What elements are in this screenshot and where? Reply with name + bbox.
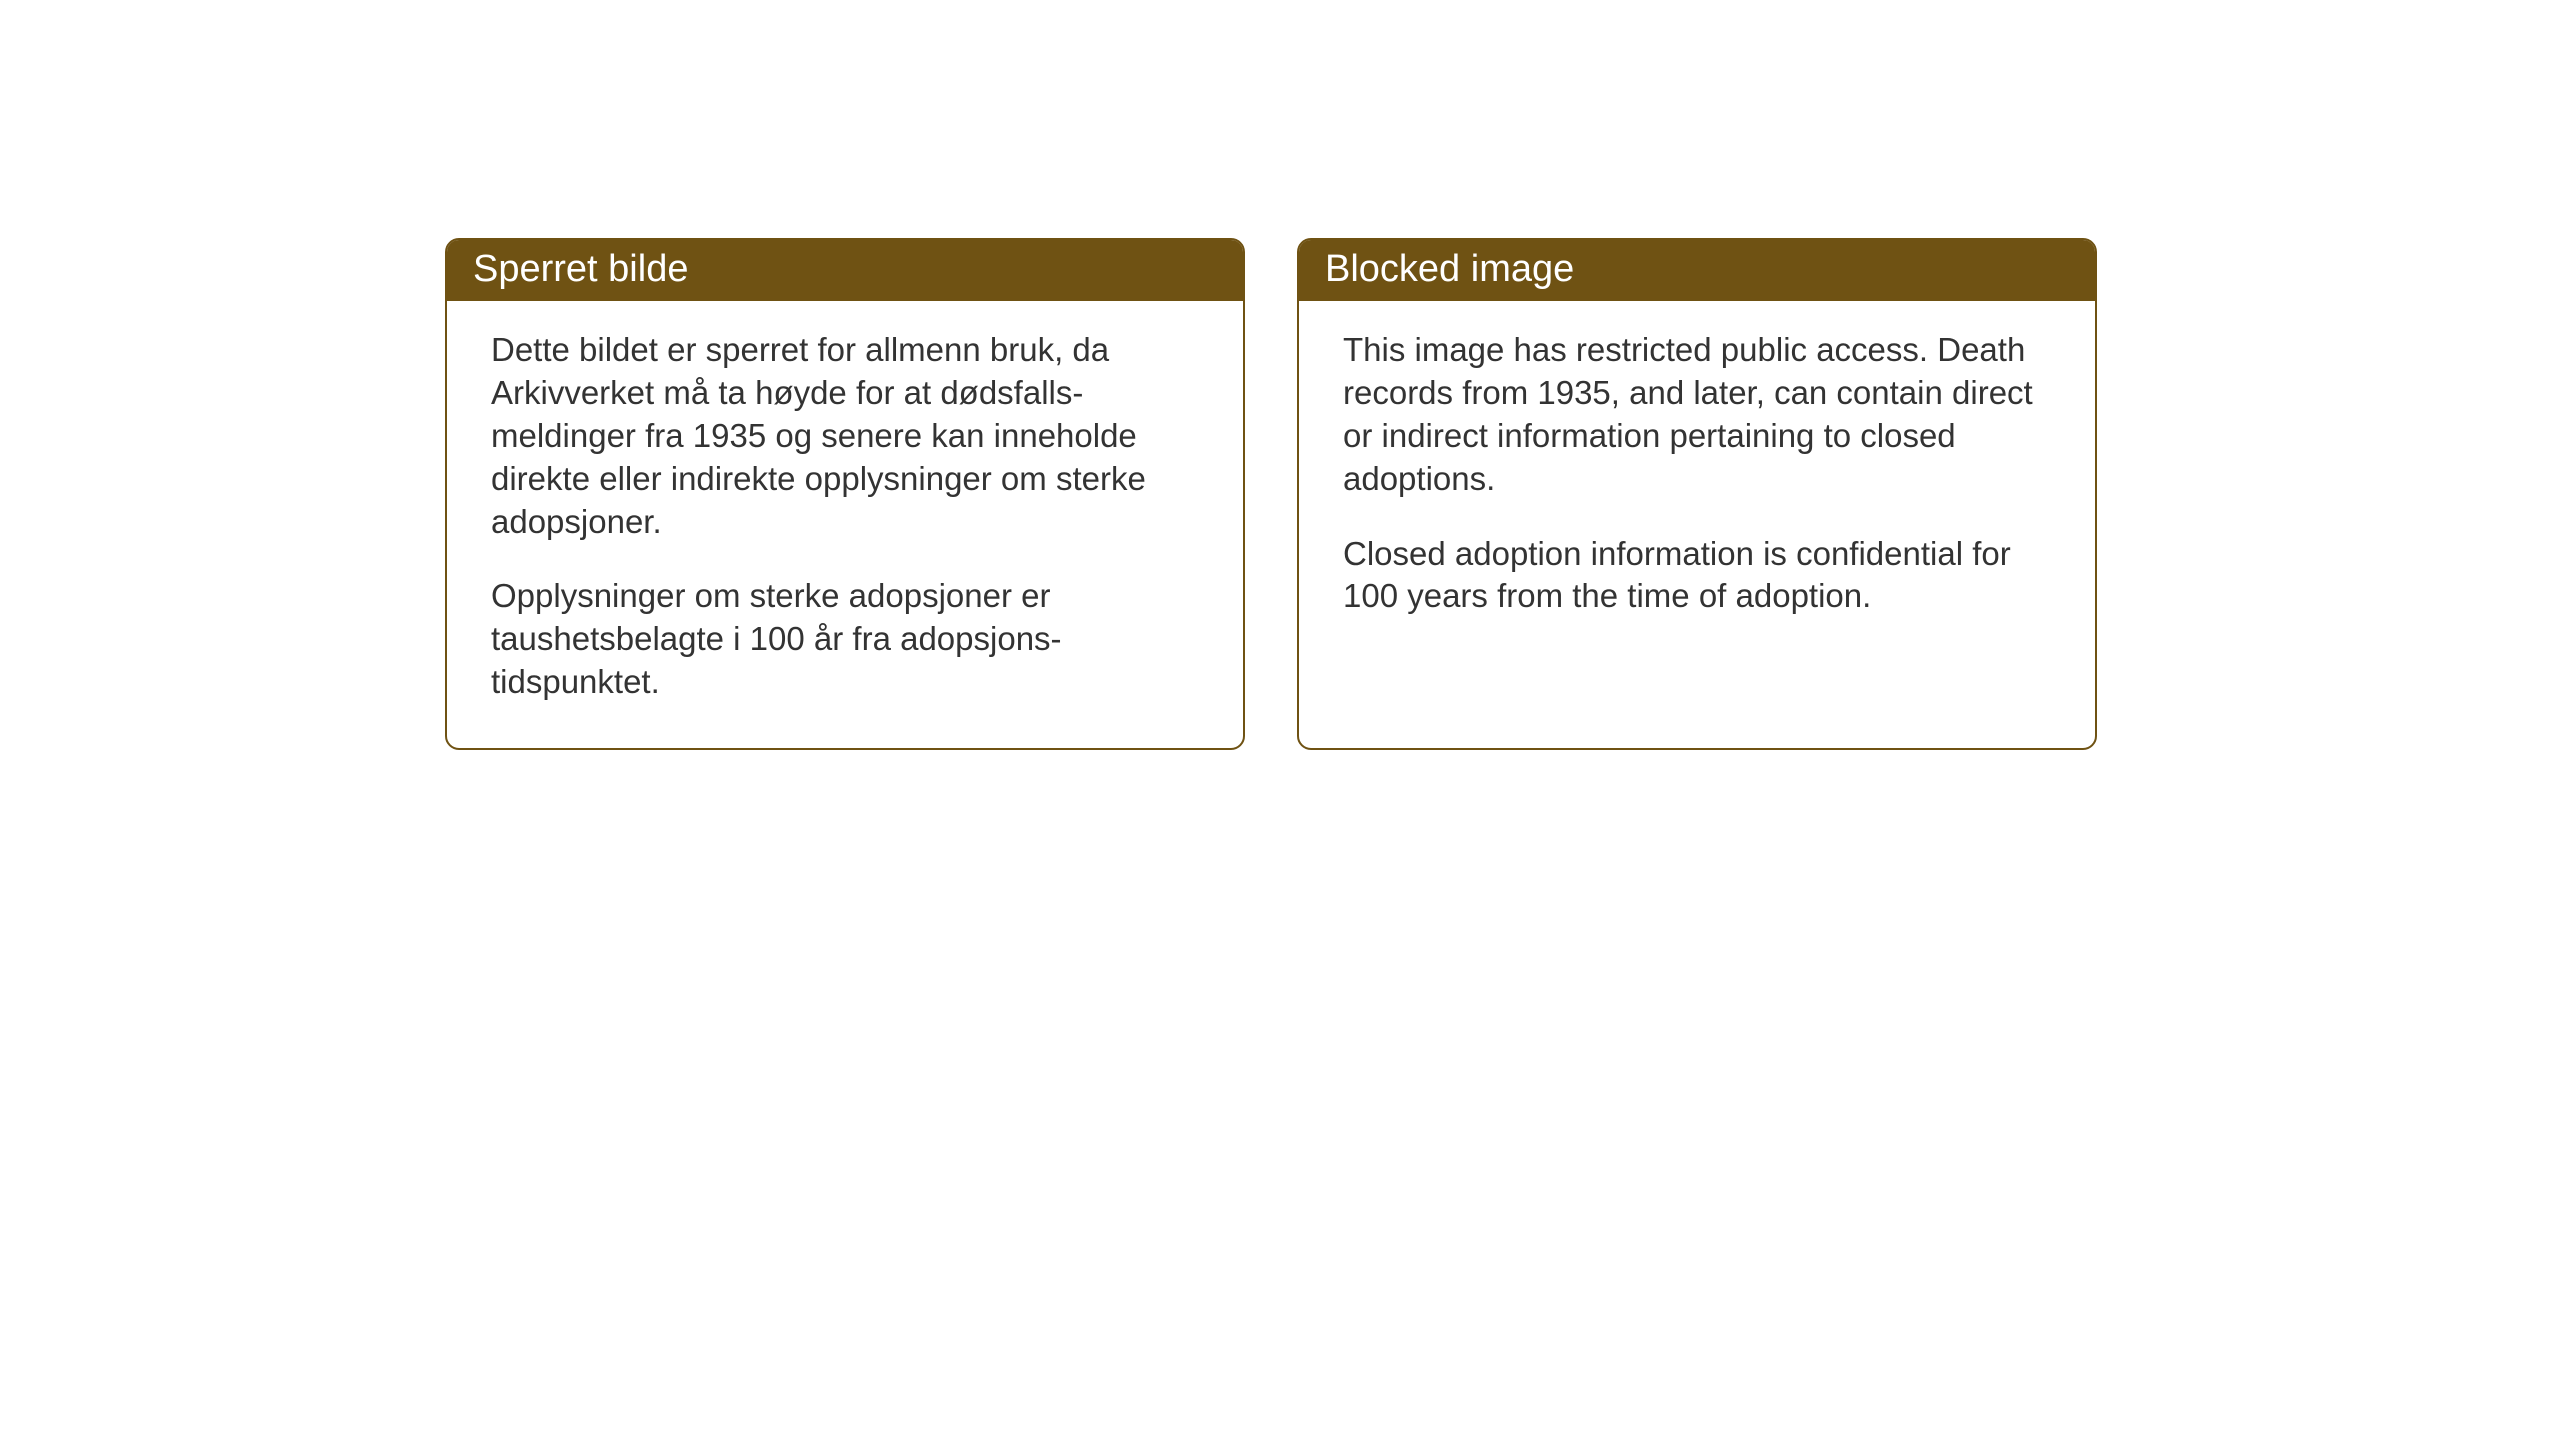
english-card: Blocked image This image has restricted … bbox=[1297, 238, 2097, 750]
english-card-title: Blocked image bbox=[1299, 240, 2095, 301]
english-paragraph-1: This image has restricted public access.… bbox=[1343, 329, 2051, 501]
english-card-body: This image has restricted public access.… bbox=[1299, 301, 2095, 662]
norwegian-paragraph-2: Opplysninger om sterke adopsjoner er tau… bbox=[491, 575, 1199, 704]
norwegian-card: Sperret bilde Dette bildet er sperret fo… bbox=[445, 238, 1245, 750]
norwegian-paragraph-1: Dette bildet er sperret for allmenn bruk… bbox=[491, 329, 1199, 543]
cards-container: Sperret bilde Dette bildet er sperret fo… bbox=[445, 238, 2097, 750]
english-paragraph-2: Closed adoption information is confident… bbox=[1343, 533, 2051, 619]
norwegian-card-title: Sperret bilde bbox=[447, 240, 1243, 301]
norwegian-card-body: Dette bildet er sperret for allmenn bruk… bbox=[447, 301, 1243, 748]
